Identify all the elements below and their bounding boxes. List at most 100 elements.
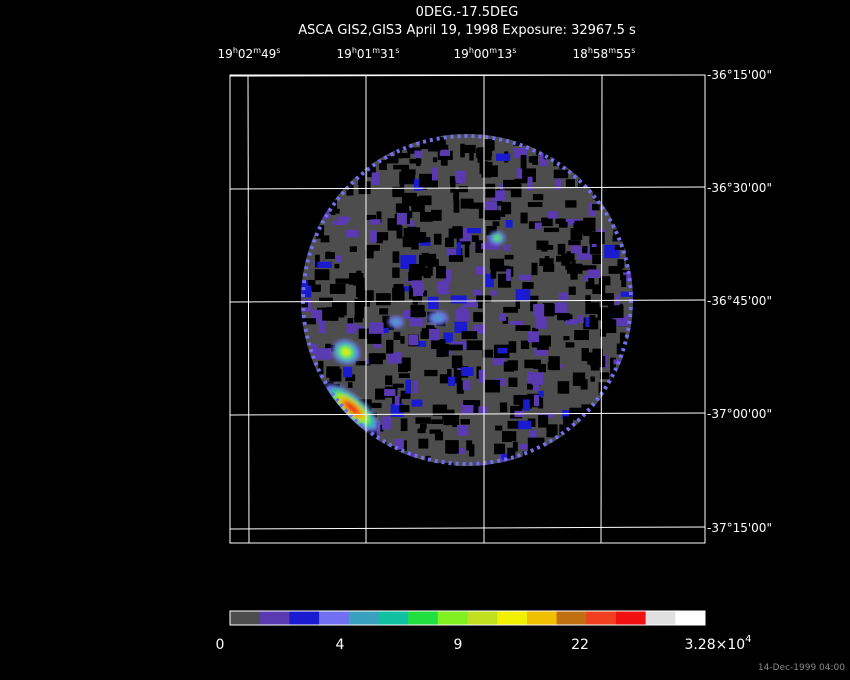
pixel-patch [419,424,427,429]
pixel-patch [396,455,410,466]
pixel-patch [305,279,316,291]
pixel-patch [581,348,589,362]
pixel-patch [533,384,540,392]
pixel-patch [585,456,599,464]
pixel-patch [559,424,569,436]
pixel-patch [354,298,371,307]
pixel-patch [384,389,396,396]
pixel-patch [361,434,368,444]
dec-grid-line [229,412,706,416]
pixel-patch [339,149,352,162]
pixel-patch [380,322,395,330]
pixel-patch [518,420,532,430]
pixel-patch [547,211,559,219]
pixel-patch [325,200,338,214]
pixel-patch [504,461,514,466]
pixel-patch [461,144,476,154]
pixel-patch [301,280,308,290]
pixel-patch [527,371,533,384]
pixel-patch [599,372,610,380]
pixel-patch [435,431,444,441]
pixel-patch [533,359,541,369]
pixel-patch [428,328,440,341]
pixel-patch [486,226,497,236]
pixel-patch [416,294,422,303]
value: 19 [337,47,352,61]
pixel-patch [544,141,559,155]
pixel-patch [566,251,575,262]
subtitle: ASCA GIS2,GIS3 April 19, 1998 Exposure: … [298,23,636,38]
pixel-patch [431,209,442,221]
pixel-patch [518,274,532,281]
pixel-patch [440,158,448,166]
pixel-patch [503,244,510,251]
pixel-patch [401,192,417,207]
pixel-patch [563,416,573,429]
pixel-patch [469,147,474,161]
pixel-patch [556,138,562,153]
pixel-patch [614,244,625,250]
pixel-patch [477,147,492,161]
pixel-patch [418,438,429,449]
pixel-patch [315,254,320,268]
ra-grid-line [600,74,603,544]
pixel-patch [453,189,459,203]
pixel-patch [490,290,497,296]
pixel-patch [462,299,479,308]
pixel-patch [528,156,535,163]
pixel-patch [527,331,540,343]
pixel-patch [503,361,514,372]
pixel-patch [461,331,478,340]
pixel-patch [501,453,507,460]
ra-label: 19h02m49s [218,46,281,61]
pixel-patch [329,446,341,451]
pixel-patch [392,251,400,263]
colorbar-swatch [675,611,706,625]
pixel-patch [544,244,554,250]
pixel-patch [542,264,555,272]
unit: s [276,46,280,55]
colorbar-frame [229,610,706,626]
pixel-patch [370,402,382,409]
pixel-patch [613,134,629,142]
pixel-patch [365,249,374,259]
colorbar-label: 0 [216,637,225,653]
pixel-patch [590,410,605,423]
pixel-patch [431,419,444,424]
pixel-patch [457,425,469,436]
pixel-patch [536,336,549,350]
pixel-patch [418,340,427,347]
pixel-patch [398,373,410,379]
pixel-patch [613,147,626,154]
pixel-patch [427,174,438,188]
pixel-patch [528,443,541,452]
pixel-patch [614,315,629,327]
pixel-patch [414,178,424,191]
pixel-patch [315,348,332,360]
pixel-patch [318,320,326,334]
pixel-patch [336,464,342,466]
pixel-patch [401,286,413,292]
pixel-patch [554,302,567,313]
pixel-patch [331,206,336,216]
value: 4 [336,637,345,653]
pixel-patch [371,172,380,185]
pixel-patch [424,369,438,377]
pixel-patch [581,265,597,271]
pixel-patch [327,461,339,466]
pixel-patch [546,424,558,438]
pixel-patch [538,397,544,409]
pixel-patch [631,332,633,340]
pixel-patch [478,369,485,383]
pixel-patch [420,331,430,339]
pixel-patch [589,314,596,329]
pixel-patch [606,426,616,432]
pixel-patch [442,409,455,422]
pixel-patch [408,271,422,281]
unit: h [352,46,357,55]
pixel-patch [626,162,633,175]
pixel-patch [588,278,595,289]
pixel-patch [534,222,542,230]
colorbar [229,610,706,626]
pixel-patch [310,344,318,355]
